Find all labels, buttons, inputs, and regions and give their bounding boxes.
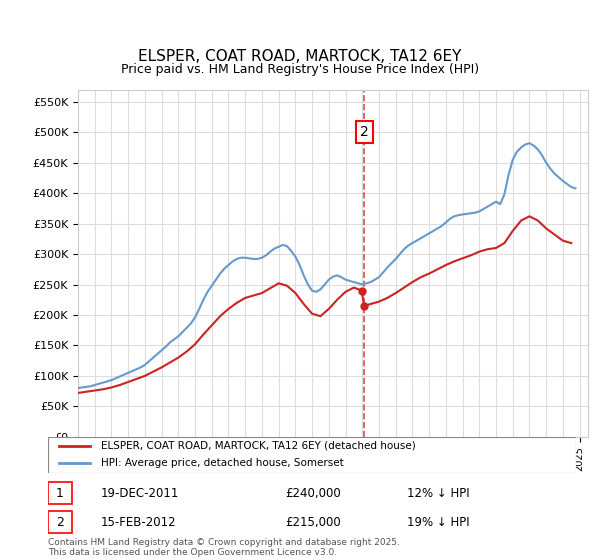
Text: Contains HM Land Registry data © Crown copyright and database right 2025.
This d: Contains HM Land Registry data © Crown c… bbox=[48, 538, 400, 557]
Text: 15-FEB-2012: 15-FEB-2012 bbox=[101, 516, 176, 529]
Text: £215,000: £215,000 bbox=[286, 516, 341, 529]
Text: 12% ↓ HPI: 12% ↓ HPI bbox=[407, 487, 470, 500]
Text: ELSPER, COAT ROAD, MARTOCK, TA12 6EY (detached house): ELSPER, COAT ROAD, MARTOCK, TA12 6EY (de… bbox=[101, 441, 416, 451]
Text: 2: 2 bbox=[56, 516, 64, 529]
FancyBboxPatch shape bbox=[48, 482, 72, 505]
Text: ELSPER, COAT ROAD, MARTOCK, TA12 6EY: ELSPER, COAT ROAD, MARTOCK, TA12 6EY bbox=[139, 49, 461, 64]
Text: HPI: Average price, detached house, Somerset: HPI: Average price, detached house, Some… bbox=[101, 458, 344, 468]
FancyBboxPatch shape bbox=[48, 437, 576, 473]
FancyBboxPatch shape bbox=[48, 511, 72, 533]
Text: 1: 1 bbox=[56, 487, 64, 500]
Text: 19% ↓ HPI: 19% ↓ HPI bbox=[407, 516, 470, 529]
Text: Price paid vs. HM Land Registry's House Price Index (HPI): Price paid vs. HM Land Registry's House … bbox=[121, 63, 479, 76]
Text: 19-DEC-2011: 19-DEC-2011 bbox=[101, 487, 179, 500]
Text: £240,000: £240,000 bbox=[286, 487, 341, 500]
Text: 2: 2 bbox=[360, 125, 368, 139]
